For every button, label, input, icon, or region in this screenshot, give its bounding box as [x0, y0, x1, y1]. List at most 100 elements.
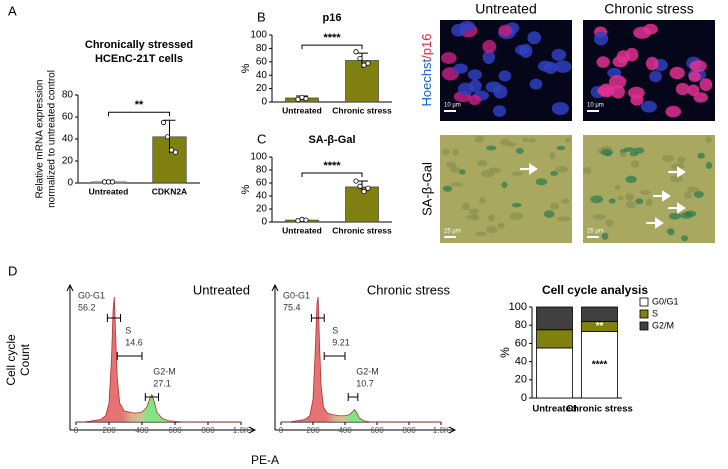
- scale-label: 25 µm: [444, 229, 461, 235]
- y-tick-label: 40: [62, 134, 74, 145]
- y-tick-label: 0: [261, 217, 267, 228]
- legend-swatch: [639, 297, 649, 307]
- cell: [667, 228, 675, 236]
- cell: [680, 211, 693, 219]
- x-tick-label: 600: [168, 426, 182, 435]
- nucleus: [493, 84, 508, 99]
- nucleus: [441, 52, 457, 64]
- y-tick-label: 80: [62, 90, 74, 101]
- scale-label: 10 µm: [587, 103, 604, 109]
- bar-segment: [536, 329, 573, 349]
- cell: [486, 145, 497, 151]
- y-axis-label: Relative mRNA expression: [35, 80, 46, 199]
- nucleus: [645, 56, 659, 71]
- nucleus: [609, 74, 627, 89]
- legend-label: G0/G1: [652, 296, 679, 306]
- x-tick-label: 200: [306, 426, 320, 435]
- arrows: [520, 163, 686, 229]
- bar-segment: [581, 331, 618, 399]
- data-point: [357, 55, 363, 62]
- x-axis-label: PE-A: [251, 453, 279, 467]
- nucleus: [649, 70, 662, 83]
- legend-swatch: [639, 321, 649, 331]
- scale-label: 10 µm: [444, 103, 461, 109]
- cell: [475, 231, 487, 237]
- cell: [693, 190, 704, 198]
- nucleus: [665, 105, 682, 118]
- legend-swatch: [639, 309, 649, 319]
- x-tick-label: 400: [135, 426, 149, 435]
- y-tick-label: 80: [256, 43, 268, 54]
- micrograph-untreated-sagal: [440, 135, 572, 243]
- cell: [549, 152, 556, 160]
- nucleus: [693, 92, 708, 103]
- cell: [600, 149, 614, 156]
- cell: [635, 198, 644, 205]
- cell: [488, 167, 502, 174]
- chart-title: Cell cycle analysis: [542, 283, 648, 297]
- significance-bracket: [301, 44, 363, 50]
- data-point: [365, 185, 371, 191]
- nucleus: [669, 66, 685, 80]
- stain-p16: /p16: [419, 33, 434, 58]
- stain-label: Hoechst/p16: [419, 33, 434, 106]
- y-axis-label: %: [240, 63, 252, 73]
- y-tick-label: 60: [256, 56, 268, 67]
- y-axis-label: normalized to untreated control: [47, 70, 58, 208]
- cell: [500, 138, 511, 146]
- cell: [705, 161, 713, 170]
- y-axis-label: Count: [18, 343, 32, 376]
- nucleus: [467, 69, 482, 80]
- cell: [605, 219, 614, 227]
- significance: ****: [323, 160, 341, 172]
- y-tick-label: 60: [256, 178, 268, 189]
- y-axis-label: Cell cycle: [4, 334, 18, 386]
- gate: [106, 314, 122, 322]
- y-tick-label: 100: [250, 152, 267, 163]
- cell: [639, 190, 652, 195]
- cell: [458, 169, 466, 175]
- cell: [630, 160, 640, 168]
- cell: [522, 137, 529, 143]
- y-tick-label: 80: [256, 165, 268, 176]
- y-axis-label: %: [498, 347, 512, 358]
- significance: **: [135, 99, 144, 111]
- data-point: [361, 188, 367, 195]
- cell: [497, 222, 505, 229]
- histogram-line: [281, 296, 441, 423]
- x-tick-label: 200: [102, 426, 116, 435]
- x-tick-label: 800: [201, 426, 215, 435]
- gate-name: S: [332, 325, 338, 335]
- nucleus: [687, 84, 700, 96]
- cell: [625, 175, 637, 184]
- cell: [625, 193, 635, 201]
- cell: [486, 225, 498, 234]
- cell: [479, 197, 486, 204]
- data-point: [353, 49, 359, 55]
- x-tick-label: 800: [402, 426, 416, 435]
- y-tick-label: 20: [62, 156, 74, 167]
- data-point: [160, 119, 167, 126]
- significance: ****: [323, 32, 341, 44]
- gate: [116, 352, 143, 360]
- cell: [461, 202, 470, 210]
- gate: [310, 314, 325, 322]
- significance: **: [596, 321, 604, 332]
- nucleus: [699, 78, 713, 91]
- data-point: [109, 179, 116, 185]
- y-tick-label: 20: [256, 204, 268, 215]
- data-point: [353, 178, 359, 184]
- gate-value: 9.21: [332, 337, 350, 347]
- cell: [468, 208, 480, 215]
- gate: [144, 393, 159, 401]
- cell: [450, 166, 460, 173]
- x-tick-label: 0: [74, 426, 79, 435]
- nucleus: [515, 44, 530, 56]
- cell: [671, 163, 685, 170]
- cell: [687, 186, 700, 193]
- column-label: Chronic stress: [604, 1, 693, 17]
- cell: [515, 147, 524, 154]
- cell: [590, 195, 604, 204]
- nucleus: [640, 100, 657, 113]
- scale-label: 25 µm: [587, 229, 604, 235]
